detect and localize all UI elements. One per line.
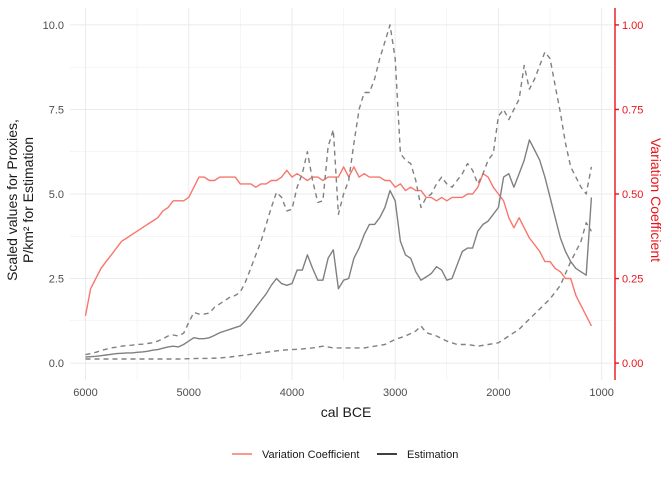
x-tick-label: 6000 (73, 387, 97, 399)
legend-label-estimation: Estimation (407, 449, 458, 461)
x-tick-label: 2000 (486, 387, 510, 399)
y-tick-label: 0.0 (49, 358, 64, 370)
axes: 0.0 2.5 5.0 7.5 10.0 6000 5000 4000 3000 2000 1000… (43, 8, 643, 399)
x-axis-title: cal BCE (321, 404, 372, 420)
y-tick-label: 10.0 (43, 20, 64, 32)
y-tick-label: 7.5 (49, 104, 64, 116)
y-tick-label: 5.0 (49, 189, 64, 201)
x-tick-label: 5000 (176, 387, 200, 399)
y-axis-title-line2: P/km² for Estimation (20, 137, 36, 263)
right-tick-label: 1.00 (622, 20, 643, 32)
right-tick-label: 0.25 (622, 274, 643, 286)
legend: Variation Coefficient Estimation (232, 449, 458, 461)
variation-coefficient-line (84, 166, 593, 327)
x-tick-label: 4000 (280, 387, 304, 399)
right-tick-label: 0.50 (622, 189, 643, 201)
series-layer (84, 24, 593, 360)
grid (70, 8, 612, 380)
estimation-line (85, 139, 593, 358)
y-tick-label: 2.5 (49, 274, 64, 286)
x-tick-label: 3000 (383, 387, 407, 399)
y-axis-title-line1: Scaled values for Proxies, (4, 119, 20, 281)
estimation-lower-bound-line (85, 221, 592, 360)
right-tick-label: 0.00 (622, 358, 643, 370)
right-tick-label: 0.75 (622, 104, 643, 116)
legend-label-variation: Variation Coefficient (262, 449, 359, 461)
estimation-upper-bound-line (85, 24, 593, 356)
right-axis-title: Variation Coefficient (648, 138, 664, 262)
x-tick-label: 1000 (589, 387, 613, 399)
